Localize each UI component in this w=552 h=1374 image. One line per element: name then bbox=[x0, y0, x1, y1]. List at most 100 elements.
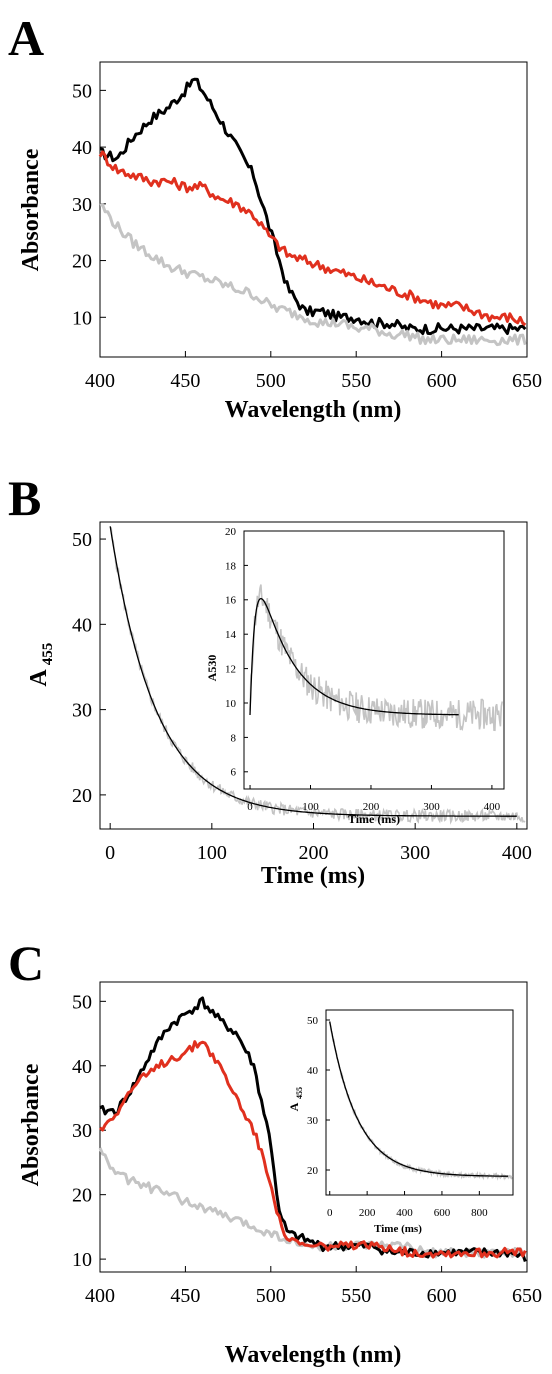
panel-b-plot-frame bbox=[99, 521, 528, 830]
panel-c-inset-x-axis-title: Time (ms) bbox=[374, 1223, 422, 1235]
panel-a-gray-spectrum bbox=[99, 203, 527, 347]
panel-c-inset-axes: 0 200 400 600 800 20 30 40 50 bbox=[307, 1015, 488, 1219]
panel-b-inset-x-tick-label: 400 bbox=[484, 801, 501, 813]
panel-b-inset-axes: 0 100 200 300 400 6 8 10 12 14 16 18 20 bbox=[225, 526, 501, 813]
panel-b-inset-y-tick-label: 20 bbox=[225, 526, 237, 538]
panel-b-y-tick-label: 20 bbox=[72, 785, 92, 807]
panel-c-x-tick-label: 650 bbox=[512, 1285, 542, 1307]
panel-b-x-tick-label: 300 bbox=[400, 842, 430, 864]
panel-a-black-spectrum bbox=[99, 77, 527, 336]
panel-b-x-tick-label: 0 bbox=[105, 842, 115, 864]
panel-b-inset-x-axis-title: Time (ms) bbox=[348, 812, 400, 826]
panel-a-x-tick-label: 550 bbox=[341, 370, 371, 392]
panel-a-x-tick-label: 450 bbox=[170, 370, 200, 392]
panel-a-y-axis-title: Absorbance bbox=[18, 148, 44, 271]
panel-b-inset-y-tick-label: 16 bbox=[225, 595, 237, 607]
panel-a-letter: A bbox=[8, 10, 44, 66]
panel-b-x-tick-label: 200 bbox=[299, 842, 329, 864]
panel-b-y-tick-label: 30 bbox=[72, 700, 92, 722]
panel-a-y-tick-label: 10 bbox=[72, 307, 92, 329]
panel-c-y-tick-label: 40 bbox=[72, 1056, 92, 1078]
panel-c-series bbox=[98, 996, 527, 1262]
panel-a-x-tick-label: 500 bbox=[256, 370, 286, 392]
panel-c-inset-data-trace bbox=[328, 1021, 513, 1181]
panel-c-y-axis-title: Absorbance bbox=[18, 1063, 44, 1186]
panel-c-inset-x-tick-label: 800 bbox=[471, 1207, 488, 1219]
panel-b-x-tick-label: 100 bbox=[197, 842, 227, 864]
panel-c-inset-y-tick-label: 20 bbox=[307, 1165, 319, 1177]
panel-a-y-tick-label: 30 bbox=[72, 194, 92, 216]
panel-b-letter: B bbox=[8, 470, 41, 526]
panel-c-x-tick-label: 450 bbox=[170, 1285, 200, 1307]
panel-c-inset-y-axis-title-main: A bbox=[287, 1102, 301, 1111]
panel-b-inset-y-tick-label: 10 bbox=[225, 698, 237, 710]
panel-b-inset-y-tick-label: 12 bbox=[225, 663, 236, 675]
panel-a-plot-frame bbox=[99, 61, 528, 358]
panel-c-x-tick-label: 550 bbox=[341, 1285, 371, 1307]
panel-c-inset-y-axis-title-sub: 455 bbox=[295, 1087, 304, 1099]
panel-c-inset-frame bbox=[325, 1009, 514, 1196]
panel-b-inset-y-tick-label: 8 bbox=[231, 732, 237, 744]
panel-b-x-axis-title: Time (ms) bbox=[261, 863, 365, 889]
panel-b-chart: 0 100 200 300 400 20 30 40 50 0 100 200 300 400 6 8 10 1… bbox=[72, 521, 532, 864]
panel-a-axes: 400 450 500 550 600 650 10 20 30 40 50 bbox=[72, 80, 542, 392]
panel-c-x-axis-title: Wavelength (nm) bbox=[225, 1342, 402, 1368]
panel-c-inset-fit-line bbox=[329, 1021, 509, 1177]
panel-b-inset-y-axis-title: A530 bbox=[205, 655, 219, 682]
panel-c-y-tick-label: 50 bbox=[72, 991, 92, 1013]
panel-a-series bbox=[98, 77, 527, 347]
panel-a-x-tick-label: 650 bbox=[512, 370, 542, 392]
panel-b-inset-x-tick-label: 200 bbox=[363, 801, 380, 813]
panel-c-inset-y-tick-label: 50 bbox=[307, 1015, 319, 1027]
panel-c-plot-frame bbox=[99, 981, 528, 1273]
panel-c-x-tick-label: 400 bbox=[85, 1285, 115, 1307]
panel-b-inset-y-tick-label: 14 bbox=[225, 629, 237, 641]
panel-b-y-tick-label: 50 bbox=[72, 529, 92, 551]
panel-c-inset-series bbox=[328, 1021, 513, 1181]
panel-c-y-tick-label: 20 bbox=[72, 1185, 92, 1207]
panel-c-inset-y-axis-title: A 455 bbox=[287, 1087, 304, 1111]
panel-a-y-tick-label: 50 bbox=[72, 80, 92, 102]
panel-c-chart: 400 450 500 550 600 650 10 20 30 40 50 0 200 400 600 8… bbox=[72, 981, 542, 1307]
panel-b-inset-series bbox=[249, 584, 503, 732]
panel-b-inset-data-trace bbox=[249, 584, 503, 732]
panel-b-inset-y-tick-label: 18 bbox=[225, 560, 237, 572]
panel-c-inset-x-tick-label: 400 bbox=[396, 1207, 413, 1219]
panel-b-inset-frame bbox=[243, 530, 505, 790]
panel-a-x-tick-label: 600 bbox=[427, 370, 457, 392]
panel-b-fit-line bbox=[109, 526, 517, 817]
panel-a-x-tick-label: 400 bbox=[85, 370, 115, 392]
panel-b-series bbox=[109, 526, 526, 825]
panel-a-y-tick-label: 40 bbox=[72, 137, 92, 159]
panel-c-x-tick-label: 500 bbox=[256, 1285, 286, 1307]
panel-b-inset-fit-line bbox=[249, 597, 459, 716]
panel-c-x-tick-label: 600 bbox=[427, 1285, 457, 1307]
panel-b-y-tick-label: 40 bbox=[72, 614, 92, 636]
panel-b-y-axis-title-sub: 455 bbox=[40, 643, 56, 666]
panel-b-inset-x-tick-label: 0 bbox=[247, 801, 253, 813]
panel-c-letter: C bbox=[8, 935, 44, 991]
panel-c-inset-x-tick-label: 0 bbox=[327, 1207, 333, 1219]
panel-c-inset-x-tick-label: 600 bbox=[434, 1207, 451, 1219]
panel-c-black-spectrum bbox=[99, 996, 527, 1262]
panel-b-inset: 0 100 200 300 400 6 8 10 12 14 16 18 20 Time (ms) A5… bbox=[205, 526, 505, 826]
panel-b-data-trace bbox=[109, 526, 526, 825]
panel-a-chart: 400 450 500 550 600 650 10 20 30 40 50 bbox=[72, 61, 542, 392]
panel-b-inset-x-tick-label: 100 bbox=[302, 801, 319, 813]
panel-b-x-tick-label: 400 bbox=[502, 842, 532, 864]
panel-b-inset-y-tick-label: 6 bbox=[231, 767, 237, 779]
panel-a-red-spectrum bbox=[98, 150, 527, 327]
panel-a-x-axis-title: Wavelength (nm) bbox=[225, 397, 402, 423]
panel-c-red-spectrum bbox=[99, 1040, 527, 1259]
panel-a-y-tick-label: 20 bbox=[72, 251, 92, 273]
panel-c-inset-x-tick-label: 200 bbox=[359, 1207, 376, 1219]
panel-c-y-tick-label: 30 bbox=[72, 1120, 92, 1142]
panel-c-inset-y-tick-label: 40 bbox=[307, 1065, 319, 1077]
panel-b-y-axis-title-main: A bbox=[26, 669, 52, 687]
panel-b-y-axis-title: A 455 bbox=[26, 643, 56, 687]
panel-b-inset-x-tick-label: 300 bbox=[423, 801, 440, 813]
panel-c-inset-y-tick-label: 30 bbox=[307, 1115, 319, 1127]
